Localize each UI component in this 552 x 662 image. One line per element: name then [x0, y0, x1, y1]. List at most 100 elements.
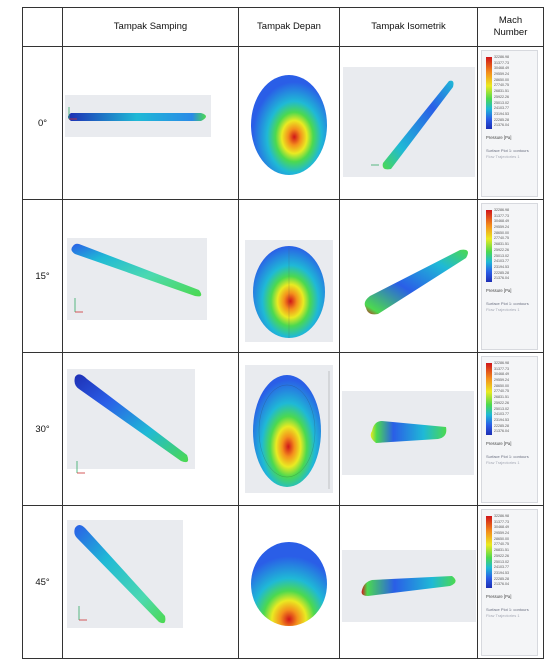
legend-tick: 24103.77 [494, 259, 509, 264]
front-view-cell [238, 199, 340, 353]
front-view-image [247, 536, 331, 628]
angle-label: 45° [22, 505, 63, 659]
legend-tick: 23194.53 [494, 417, 509, 422]
side-view-cell [62, 505, 239, 659]
axis-triad-icon [68, 107, 77, 120]
angle-label: 0° [22, 46, 63, 200]
legend-tick: 21376.04 [494, 582, 509, 587]
legend-tick: 27740.75 [494, 236, 509, 241]
legend-tick: 26831.51 [494, 89, 509, 94]
legend-tick: 23194.53 [494, 264, 509, 269]
legend-tick: 30468.49 [494, 66, 509, 71]
legend-unit: Pressure [Pa] [486, 441, 512, 446]
legend-tick: 24103.77 [494, 412, 509, 417]
header-angle [22, 7, 63, 47]
legend-tick: 29559.24 [494, 378, 509, 383]
legend-tick: 30468.49 [494, 372, 509, 377]
header-isometric-view: Tampak Isometrik [339, 7, 478, 47]
side-view-image [67, 369, 195, 469]
front-view-image [245, 240, 333, 342]
angle-label: 15° [22, 199, 63, 353]
side-view-image [65, 95, 211, 137]
legend-unit: Pressure [Pa] [486, 594, 512, 599]
legend-footer-sub: Flow Trajectories 1 [486, 154, 520, 159]
color-scale-bar [486, 57, 492, 129]
legend-tick: 28650.00 [494, 230, 509, 235]
isometric-view-cell [339, 352, 478, 506]
table-row: 45° [22, 505, 544, 659]
legend-tick: 25013.02 [494, 253, 509, 258]
legend-tick: 31377.73 [494, 366, 509, 371]
legend-tick: 26831.51 [494, 242, 509, 247]
legend-tick: 25013.02 [494, 100, 509, 105]
legend-cell: 32286.98 31377.73 30468.49 29559.24 2865… [477, 199, 544, 353]
legend-tick: 29559.24 [494, 531, 509, 536]
legend-tick: 25013.02 [494, 406, 509, 411]
legend-tick: 32286.98 [494, 55, 509, 59]
front-view-cell [238, 46, 340, 200]
legend-tick: 21376.04 [494, 123, 509, 128]
color-scale-bar [486, 210, 492, 282]
legend-cell: 32286.98 31377.73 30468.49 29559.24 2865… [477, 352, 544, 506]
front-view-image [245, 65, 333, 183]
table-row: 15° [22, 199, 544, 353]
pressure-legend: 32286.98 31377.73 30468.49 29559.24 2865… [481, 203, 538, 350]
legend-tick: 31377.73 [494, 60, 509, 65]
legend-tick: 27740.75 [494, 542, 509, 547]
legend-tick: 28650.00 [494, 383, 509, 388]
color-scale-bar [486, 363, 492, 435]
results-table: Tampak Samping Tampak Depan Tampak Isome… [22, 7, 544, 659]
side-view-cell [62, 352, 239, 506]
legend-tick: 25922.26 [494, 94, 509, 99]
isometric-view-image [342, 391, 474, 475]
legend-tick: 23194.53 [494, 570, 509, 575]
legend-tick: 25922.26 [494, 247, 509, 252]
legend-tick: 27740.75 [494, 83, 509, 88]
legend-footer: Surface Plot 1: contours [486, 148, 529, 153]
pressure-legend: 32286.98 31377.73 30468.49 29559.24 2865… [481, 356, 538, 503]
isometric-view-cell [339, 199, 478, 353]
legend-tick: 22285.28 [494, 117, 509, 122]
header-mach-line1: Mach [498, 15, 523, 26]
legend-unit: Pressure [Pa] [486, 135, 512, 140]
legend-tick: 21376.04 [494, 276, 509, 281]
front-view-cell [238, 505, 340, 659]
angle-label: 30° [22, 352, 63, 506]
isometric-view-image [342, 550, 476, 622]
legend-tick: 28650.00 [494, 77, 509, 82]
legend-tick: 24103.77 [494, 106, 509, 111]
pressure-legend: 32286.98 31377.73 30468.49 29559.24 2865… [481, 50, 538, 197]
legend-tick: 25922.26 [494, 400, 509, 405]
legend-tick: 21376.04 [494, 429, 509, 434]
legend-tick: 29559.24 [494, 72, 509, 77]
legend-tick: 22285.28 [494, 576, 509, 581]
legend-tick: 25922.26 [494, 553, 509, 558]
header-mach-line2: Number [493, 27, 528, 38]
axis-triad-icon [75, 461, 89, 475]
pressure-legend: 32286.98 31377.73 30468.49 29559.24 2865… [481, 509, 538, 656]
legend-footer: Surface Plot 1: contours [486, 301, 529, 306]
isometric-view-image [343, 67, 475, 177]
header-side-view: Tampak Samping [62, 7, 239, 47]
legend-cell: 32286.98 31377.73 30468.49 29559.24 2865… [477, 46, 544, 200]
legend-tick: 32286.98 [494, 208, 509, 212]
legend-tick: 31377.73 [494, 519, 509, 524]
legend-tick: 32286.98 [494, 514, 509, 518]
isometric-view-cell [339, 46, 478, 200]
legend-tick: 25013.02 [494, 559, 509, 564]
side-view-cell [62, 46, 239, 200]
header-row: Tampak Samping Tampak Depan Tampak Isome… [22, 7, 544, 47]
table-row: 30° [22, 352, 544, 506]
legend-footer: Surface Plot 1: contours [486, 454, 529, 459]
legend-tick: 28650.00 [494, 536, 509, 541]
header-mach-number: Mach Number [477, 7, 544, 47]
legend-footer-sub: Flow Trajectories 1 [486, 307, 520, 312]
side-view-image [67, 520, 183, 628]
legend-tick: 22285.28 [494, 423, 509, 428]
legend-tick: 24103.77 [494, 565, 509, 570]
legend-unit: Pressure [Pa] [486, 288, 512, 293]
legend-tick: 22285.28 [494, 270, 509, 275]
legend-tick: 26831.51 [494, 548, 509, 553]
legend-tick: 32286.98 [494, 361, 509, 365]
legend-tick: 27740.75 [494, 389, 509, 394]
